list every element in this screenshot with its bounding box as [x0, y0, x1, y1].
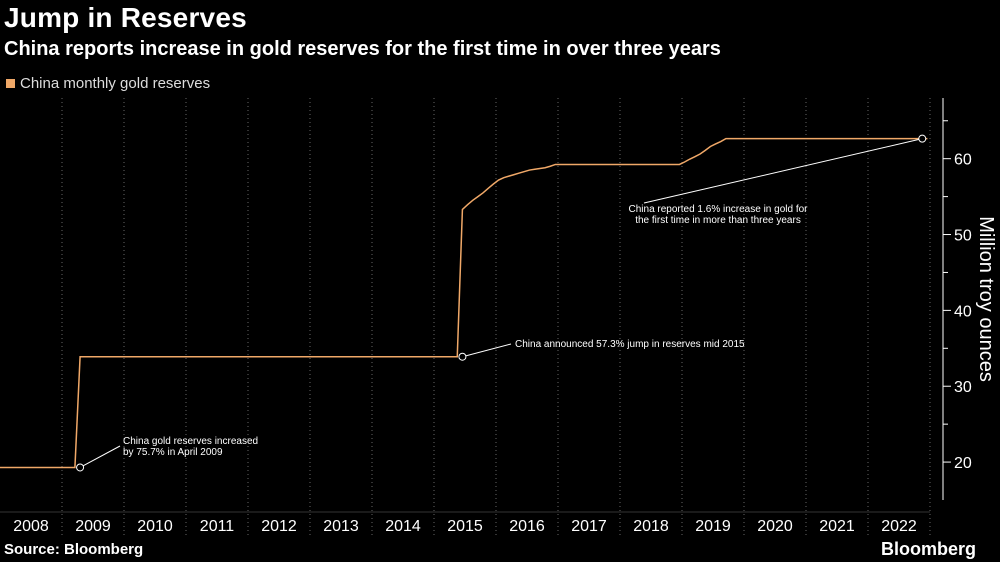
x-tick-label: 2013: [323, 518, 359, 535]
x-tick-label: 2016: [509, 518, 545, 535]
x-tick-label: 2022: [881, 518, 917, 535]
x-tick-label: 2014: [385, 518, 421, 535]
x-tick-label: 2018: [633, 518, 669, 535]
annotation-leader: [643, 138, 923, 204]
y-tick-label: 20: [954, 455, 972, 472]
x-tick-label: 2015: [447, 518, 483, 535]
legend-swatch: [6, 79, 15, 88]
annotation-text: the first time in more than three years: [635, 215, 801, 226]
x-tick-label: 2011: [200, 518, 235, 535]
x-tick-label: 2019: [695, 518, 731, 535]
legend-label: China monthly gold reserves: [20, 75, 211, 92]
annotation-text: China gold reserves increased: [123, 436, 258, 447]
annotation-marker: [918, 134, 927, 143]
chart-subtitle: China reports increase in gold reserves …: [4, 38, 721, 60]
y-tick-label: 30: [954, 379, 972, 396]
x-tick-label: 2009: [75, 518, 111, 535]
x-tick-label: 2017: [571, 518, 607, 535]
series-line: [0, 137, 928, 469]
annotation-leader: [462, 343, 512, 358]
annotation-text: by 75.7% in April 2009: [123, 447, 223, 458]
annotation-marker: [76, 463, 85, 472]
x-tick-label: 2021: [819, 518, 855, 535]
legend: China monthly gold reserves: [6, 75, 210, 92]
source-note: Source: Bloomberg: [4, 541, 144, 558]
annotation-leader: [79, 445, 121, 468]
annotation-marker: [458, 352, 467, 361]
x-tick-label: 2020: [757, 518, 793, 535]
chart-title: Jump in Reserves: [4, 2, 247, 33]
annotation-text: China announced 57.3% jump in reserves m…: [515, 339, 745, 350]
brand-logo: Bloomberg: [880, 539, 976, 559]
annotation-text: China reported 1.6% increase in gold for: [629, 204, 809, 215]
x-tick-label: 2010: [137, 518, 173, 535]
y-tick-label: 60: [954, 152, 972, 169]
x-tick-label: 2008: [13, 518, 49, 535]
y-axis-label: Million troy ounces: [975, 216, 997, 382]
y-tick-label: 50: [954, 228, 972, 245]
y-tick-label: 40: [954, 303, 972, 320]
x-tick-label: 2012: [261, 518, 297, 535]
